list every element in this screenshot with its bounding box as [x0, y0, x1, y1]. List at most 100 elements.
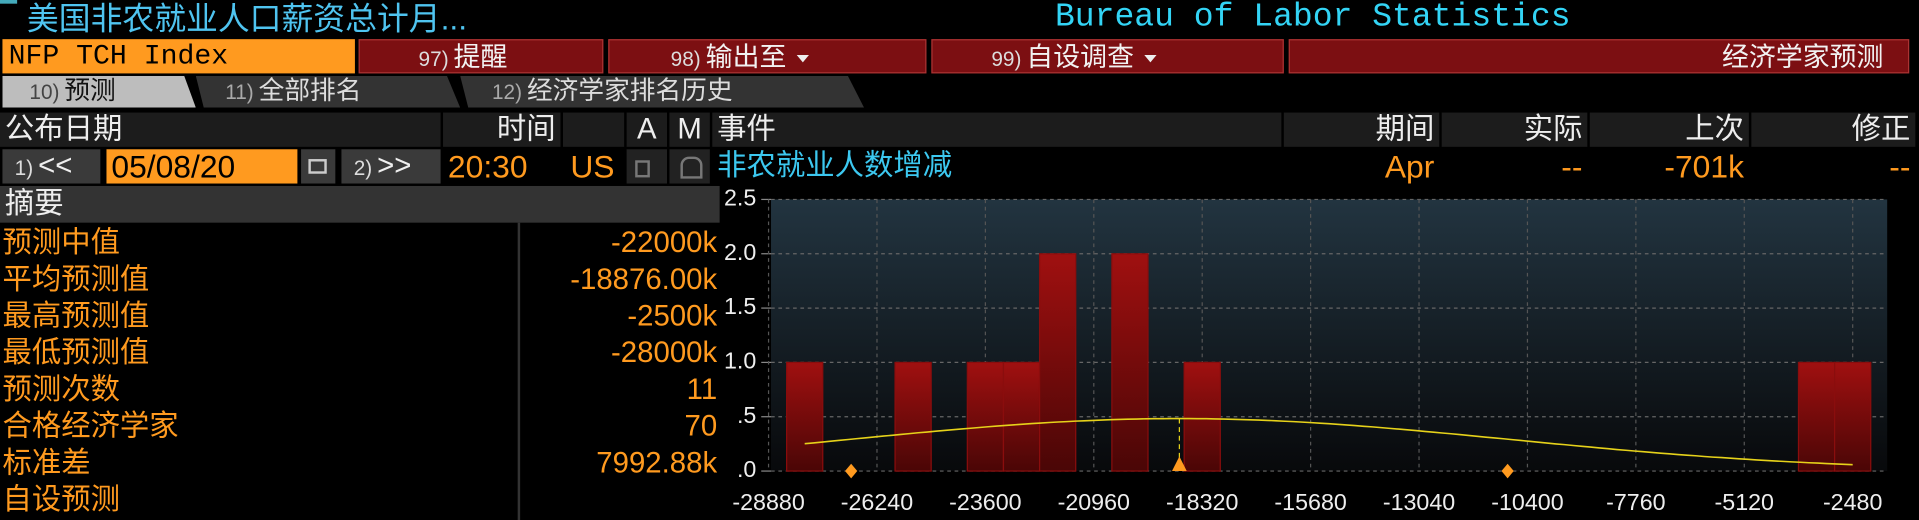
survey-button[interactable]: 99) 自设调查 [931, 39, 1284, 74]
next-button[interactable]: 2) >> [341, 149, 441, 184]
summary-value: -28000k [611, 336, 718, 370]
y-tick-label: 2.5 [724, 185, 756, 211]
bar [1038, 253, 1077, 472]
column-header: 期间 [1283, 112, 1440, 147]
bar [1002, 361, 1041, 472]
event-actual: -- [1561, 149, 1583, 184]
summary-value: -22000k [611, 226, 718, 260]
nav-number: 1) [14, 156, 34, 180]
x-tick-label: -5120 [1715, 489, 1775, 515]
y-tick-label: .0 [737, 456, 756, 482]
event-prior: -701k [1664, 149, 1744, 184]
summary-value: -2500k [627, 299, 718, 333]
export-button[interactable]: 98) 输出至 [608, 39, 927, 74]
tab-number: 12) [491, 80, 523, 105]
nav-label: >> [377, 149, 412, 183]
prev-button[interactable]: 1) << [2, 149, 101, 184]
y-tick-label: 1.5 [724, 293, 756, 319]
tab[interactable]: 10) 预测 [2, 75, 196, 108]
y-tick-label: 2.0 [724, 239, 756, 265]
summary-label: 合格经济学家 [2, 409, 179, 443]
column-header: 时间 [443, 112, 561, 147]
y-tick-label: 1.0 [724, 348, 756, 374]
bar [966, 361, 1005, 472]
x-tick-label: -20960 [1058, 489, 1130, 515]
button-label: 提醒 [453, 41, 508, 73]
summary-label: 预测中值 [2, 226, 120, 260]
summary-divider [517, 222, 521, 520]
ticker[interactable]: NFP TCH Index [2, 39, 355, 74]
tab-number: 11) [225, 80, 254, 105]
column-header: 上次 [1589, 112, 1749, 147]
dropdown-arrow [796, 55, 809, 63]
x-tick-label: -10400 [1491, 489, 1563, 515]
column-spacer [562, 112, 625, 147]
tab-label: 经济学家排名历史 [526, 77, 733, 106]
dropdown-arrow [1143, 55, 1157, 63]
x-tick-label: -13040 [1383, 489, 1455, 515]
button-label: 自设调查 [1026, 41, 1135, 73]
column-header: 公布日期 [0, 112, 441, 147]
bar [1797, 361, 1836, 472]
button-number: 99) [991, 47, 1022, 71]
title: 美国非农就业人口薪资总计月... [26, 0, 468, 37]
bar [786, 361, 824, 472]
summary-value: 7992.88k [596, 446, 718, 480]
column-header: 修正 [1751, 112, 1916, 147]
calendar-button[interactable] [301, 149, 336, 184]
event-name[interactable]: 非农就业人数增减 [717, 149, 953, 183]
std-marker [1501, 463, 1514, 479]
tab[interactable]: 12) 经济学家排名历史 [460, 75, 865, 108]
summary-label: 平均预测值 [2, 263, 150, 297]
bar [1183, 361, 1221, 472]
nav-number: 2) [353, 156, 373, 180]
column-header: 事件 [712, 112, 1282, 147]
column-header: 实际 [1441, 112, 1588, 147]
x-tick-label: -7760 [1606, 489, 1666, 515]
nav-label: << [38, 149, 73, 183]
alert-button[interactable]: 97) 提醒 [358, 39, 604, 74]
std-marker [845, 463, 858, 479]
audio-alert-icon[interactable] [626, 149, 667, 184]
summary-label: 预测次数 [2, 373, 120, 407]
bar [894, 361, 932, 472]
button-label: 输出至 [705, 41, 787, 73]
x-tick-label: -28880 [732, 489, 804, 515]
event-revision: -- [1889, 149, 1911, 184]
button-number: 97) [418, 47, 449, 71]
summary-label: 自设预测 [2, 483, 120, 517]
date-input[interactable]: 05/08/20 [106, 149, 298, 184]
bar [1834, 361, 1872, 472]
tab-number: 10) [29, 80, 60, 105]
x-tick-label: -23600 [949, 489, 1021, 515]
mean-marker [1172, 456, 1187, 472]
summary-value: -18876.00k [570, 263, 718, 297]
normal-curve [804, 417, 1853, 466]
column-header: A [626, 112, 667, 147]
bar [1111, 253, 1149, 472]
summary-value: 11 [686, 373, 718, 407]
summary-label: 标准差 [2, 446, 91, 480]
summary-label: 最低预测值 [2, 336, 150, 370]
event-country: US [570, 149, 615, 184]
column-header: M [669, 112, 710, 147]
view-button[interactable]: 经济学家预测 [1288, 39, 1910, 74]
plot-area [771, 199, 1888, 472]
button-number: 98) [670, 47, 701, 71]
tab-label: 全部排名 [258, 77, 362, 106]
source: Bureau of Labor Statistics [1054, 0, 1571, 37]
corner [0, 0, 18, 4]
summary-value: 70 [684, 409, 718, 443]
x-tick-label: -2480 [1823, 489, 1883, 515]
bell-alert-icon[interactable] [669, 149, 710, 184]
tab-label: 预测 [64, 77, 116, 106]
tab[interactable]: 11) 全部排名 [195, 75, 461, 108]
x-tick-label: -26240 [841, 489, 913, 515]
x-tick-label: -15680 [1274, 489, 1346, 515]
x-tick-label: -18320 [1166, 489, 1238, 515]
summary-label: 最高预测值 [2, 299, 150, 333]
summary-title: 摘要 [0, 185, 720, 223]
y-tick-label: .5 [737, 402, 756, 428]
